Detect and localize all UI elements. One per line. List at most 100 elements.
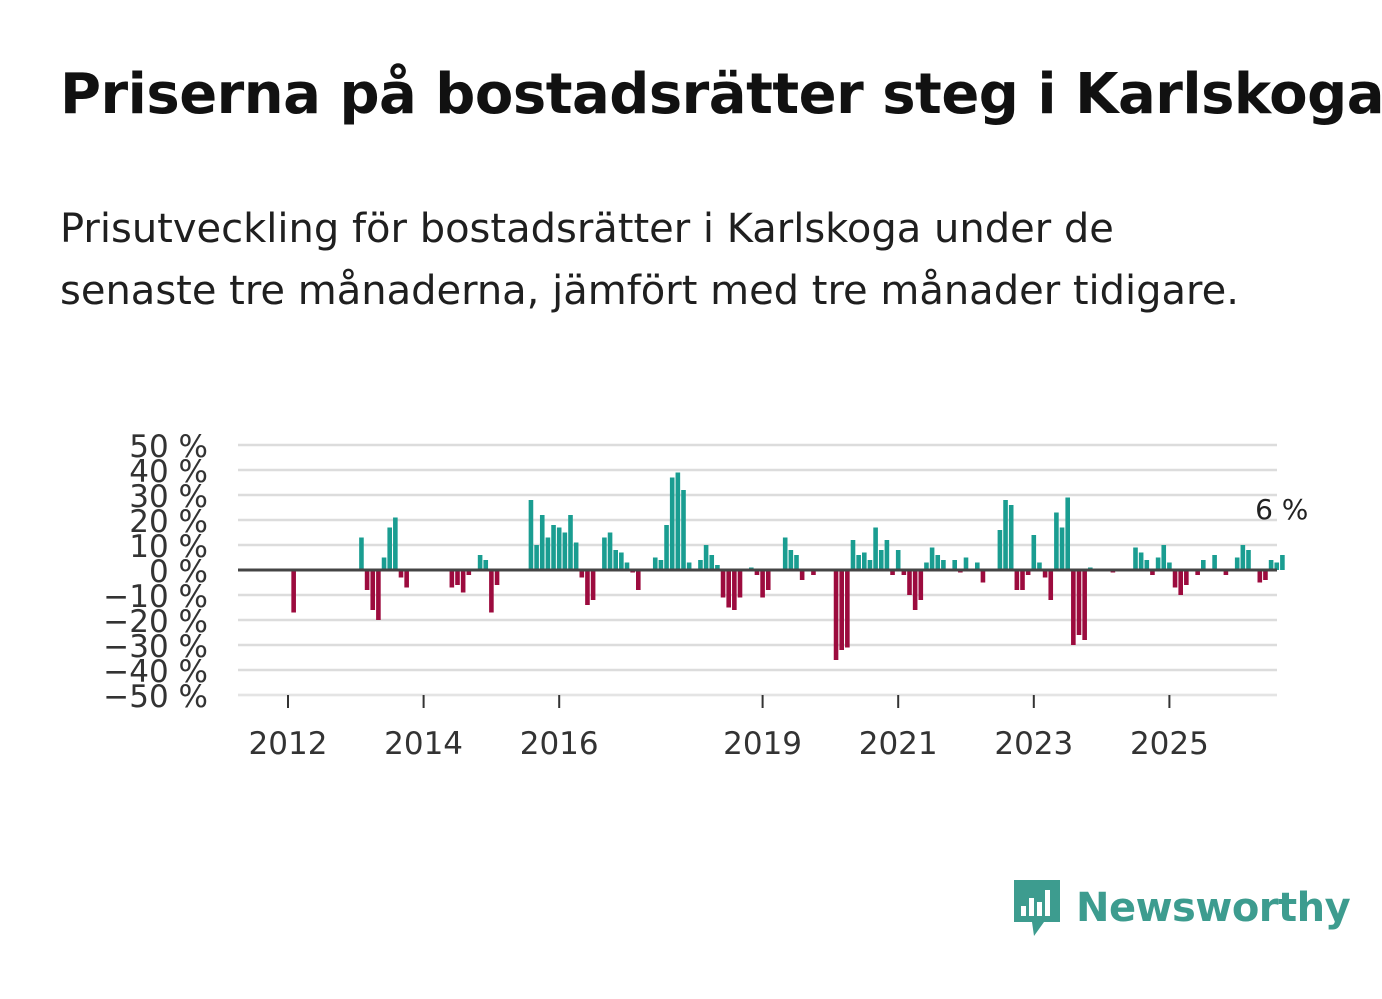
bar (551, 525, 556, 570)
bar (1071, 570, 1076, 645)
bar (856, 555, 861, 570)
y-tick-label: −20 % (103, 604, 208, 640)
bar (1172, 570, 1178, 588)
bar (895, 550, 901, 570)
bar (658, 560, 664, 570)
bar (562, 532, 568, 570)
bar (568, 515, 573, 570)
bar (941, 560, 946, 570)
y-tick-label: 40 % (129, 454, 208, 490)
bar (613, 550, 618, 570)
bar (1201, 560, 1206, 570)
bar (1280, 555, 1285, 570)
y-tick-label: −30 % (103, 629, 208, 665)
bar (1144, 560, 1150, 570)
bar (686, 562, 692, 570)
bar (1178, 570, 1183, 595)
bar (619, 552, 624, 570)
x-tick-label: 2016 (520, 726, 599, 762)
bar (1014, 570, 1020, 590)
bar (359, 537, 364, 570)
bar (878, 550, 884, 570)
y-tick-label: −50 % (103, 679, 208, 715)
bar (1037, 562, 1042, 570)
x-tick-label: 2025 (1130, 726, 1209, 762)
logo-text: Newsworthy (1076, 885, 1351, 931)
bar (449, 570, 455, 588)
bar (579, 570, 585, 578)
bar (528, 500, 534, 570)
bar (489, 570, 494, 613)
bar (1008, 505, 1014, 570)
bar (963, 557, 969, 570)
bar (760, 570, 765, 598)
bar (607, 532, 613, 570)
bar (1031, 535, 1037, 570)
bar (398, 570, 404, 578)
bar (370, 570, 376, 610)
bar (884, 540, 890, 570)
bar (1082, 570, 1087, 640)
bar (997, 530, 1003, 570)
bar (1025, 570, 1031, 575)
bar (675, 472, 681, 570)
bar (1274, 562, 1280, 570)
bar-chart: 50 %40 %30 %20 %10 %0 %−10 %−20 %−30 %−4… (103, 429, 1308, 762)
bar (873, 527, 878, 570)
bar (850, 540, 856, 570)
bar (1257, 570, 1263, 583)
chart-subtitle: Prisutveckling för bostadsrätter i Karls… (60, 206, 1239, 314)
x-tick-label: 2014 (384, 726, 463, 762)
bar (782, 537, 788, 570)
bar (1263, 570, 1268, 580)
bar (364, 570, 370, 590)
bar (681, 490, 686, 570)
bar (381, 557, 387, 570)
bar (404, 570, 409, 588)
bar (602, 537, 607, 570)
chart-title: Priserna på bostadsrätter steg i Karlsko… (60, 62, 1382, 127)
bar (788, 550, 794, 570)
bar (715, 565, 720, 570)
bar (1054, 512, 1059, 570)
bar (590, 570, 596, 600)
bar (862, 552, 867, 570)
bar (376, 570, 381, 620)
bar (1076, 570, 1082, 635)
bar (539, 515, 545, 570)
y-tick-label: 10 % (129, 529, 208, 565)
bar (393, 517, 398, 570)
bar (737, 570, 743, 598)
annotations: 6 % (1255, 493, 1308, 526)
y-tick-label: 30 % (129, 479, 208, 515)
x-tick-label: 2023 (994, 726, 1073, 762)
bar (1167, 562, 1172, 570)
bar (1059, 527, 1065, 570)
bars (291, 472, 1285, 660)
bar (698, 560, 703, 570)
bar (1268, 560, 1274, 570)
bar (890, 570, 895, 575)
bar (1048, 570, 1054, 600)
y-tick-label: 50 % (129, 429, 208, 465)
bar (1003, 500, 1008, 570)
x-axis: 2012 2014 2016 2019 2021 2023 2025 (238, 694, 1277, 762)
bar (624, 562, 630, 570)
bar (1212, 555, 1217, 570)
bar (952, 560, 957, 570)
bar (1138, 552, 1144, 570)
bar (483, 560, 489, 570)
bar (1240, 545, 1246, 570)
bar (1223, 570, 1229, 575)
bar (907, 570, 912, 595)
bar (1246, 550, 1251, 570)
bar (720, 570, 726, 598)
bar (556, 527, 562, 570)
bar (709, 555, 715, 570)
bar (867, 560, 873, 570)
bar (1150, 570, 1155, 575)
bar (1020, 570, 1025, 590)
bar (494, 570, 500, 585)
bar (935, 555, 941, 570)
bar (573, 542, 579, 570)
